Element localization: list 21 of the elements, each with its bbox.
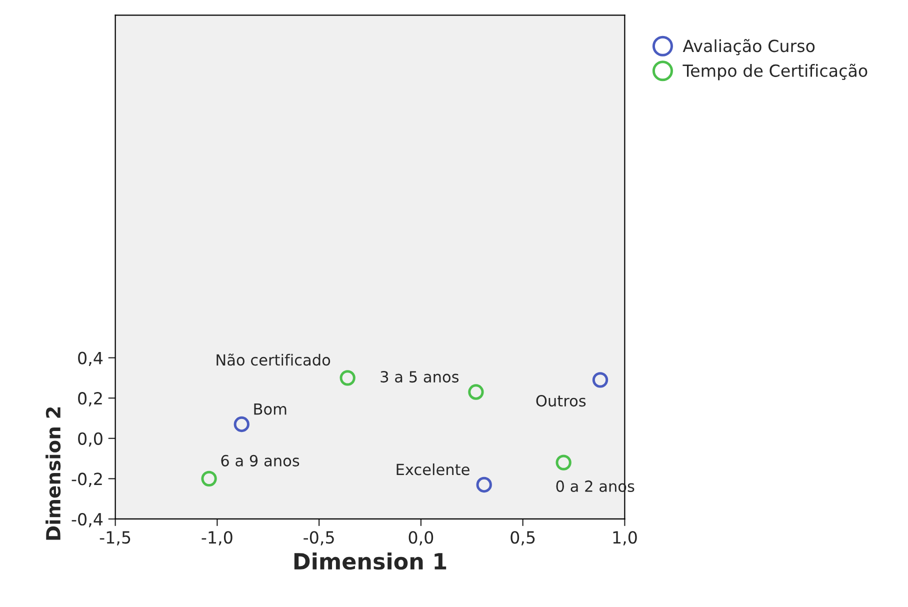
x-tick-label: -1,0 <box>202 531 232 546</box>
y-tick-label: 0,2 <box>78 392 102 406</box>
legend-label: Avaliação Curso <box>682 39 815 56</box>
x-tick-label: 0,5 <box>510 531 535 546</box>
x-tick-label: 0,0 <box>408 531 434 546</box>
x-axis-title: Dimension 1 <box>294 552 446 570</box>
annotation: Bom <box>254 403 286 415</box>
annotation: Outros <box>536 395 586 407</box>
legend-label: Tempo de Certificação <box>682 64 868 80</box>
y-tick-label: 0,0 <box>78 432 102 447</box>
x-tick-label: -1,5 <box>100 531 130 546</box>
y-axis-title: Dimension 2 <box>46 407 61 540</box>
annotation: Não certificado <box>216 354 330 366</box>
annotation: 6 a 9 anos <box>221 454 300 466</box>
y-tick-label: 0,4 <box>78 352 103 366</box>
annotation: 3 a 5 anos <box>380 371 459 383</box>
annotation: Excelente <box>396 463 470 476</box>
y-tick-label: -0,4 <box>72 512 103 528</box>
x-tick-label: 1,0 <box>613 531 637 546</box>
x-tick-label: -0,5 <box>304 531 334 546</box>
y-tick-label: -0,2 <box>72 472 102 487</box>
